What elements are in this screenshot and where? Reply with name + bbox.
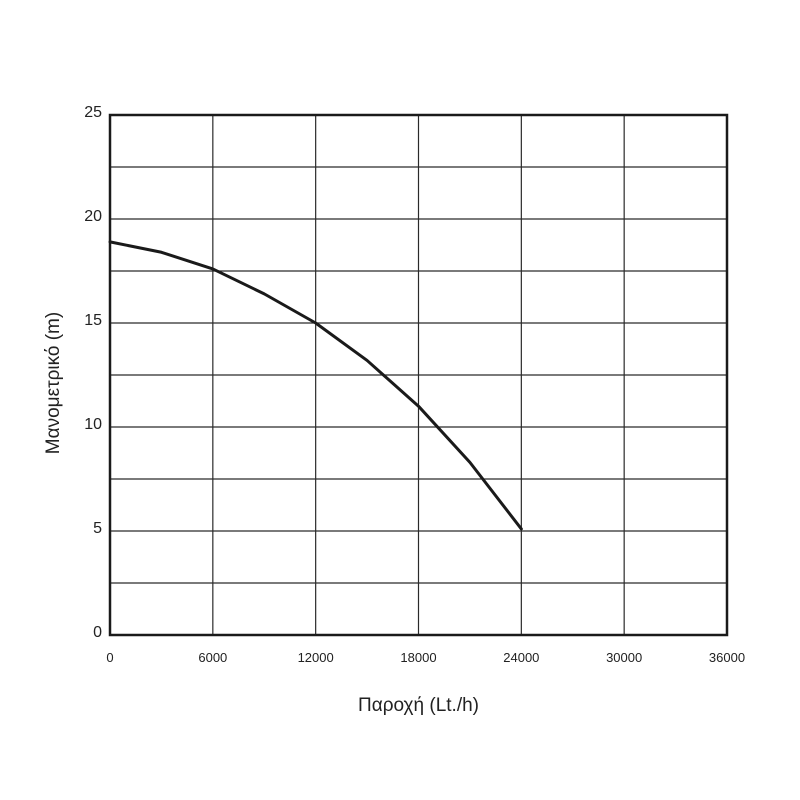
- x-axis-title: Παροχή (Lt./h): [358, 695, 479, 716]
- y-tick-label: 10: [84, 416, 102, 433]
- y-tick-label: 15: [84, 312, 102, 329]
- x-tick-label: 12000: [298, 650, 334, 665]
- x-tick-label: 36000: [709, 650, 745, 665]
- y-axis-title: Μανομετρικό (m): [43, 312, 64, 454]
- series-group: [108, 240, 523, 531]
- y-tick-label: 25: [84, 104, 102, 121]
- x-tick-label: 24000: [503, 650, 539, 665]
- x-tick-label: 18000: [400, 650, 436, 665]
- plot-frame: [108, 113, 729, 637]
- y-tick-label: 5: [93, 520, 102, 537]
- x-tick-label: 0: [106, 650, 113, 665]
- x-tick-label: 6000: [198, 650, 227, 665]
- series-line-0: [108, 240, 523, 531]
- y-tick-label: 0: [93, 624, 102, 641]
- y-tick-labels: 0 5 10 15 20 25: [84, 104, 102, 641]
- y-tick-label: 20: [84, 208, 102, 225]
- x-tick-labels: 0 6000 12000 18000 24000 30000 36000: [106, 650, 745, 665]
- vertical-gridlines: [212, 115, 625, 635]
- x-tick-label: 30000: [606, 650, 642, 665]
